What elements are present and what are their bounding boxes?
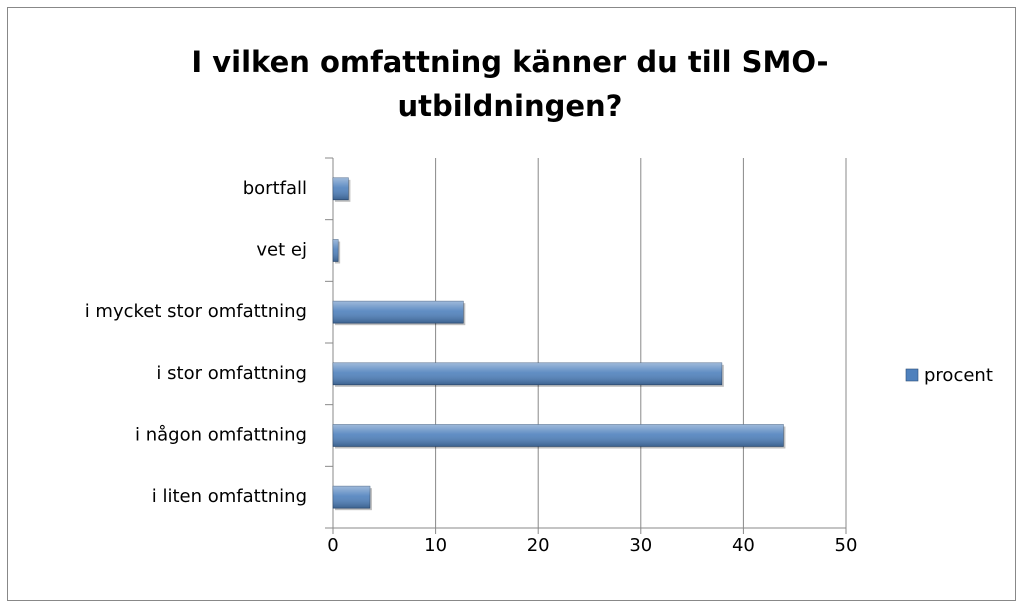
bar-sheen	[333, 362, 722, 385]
y-tick-label: bortfall	[243, 178, 307, 199]
x-tick-label: 50	[835, 535, 858, 556]
x-tick-label: 10	[424, 535, 447, 556]
x-tick-label: 20	[527, 535, 550, 556]
bar-sheen	[333, 486, 370, 509]
bar-sheen	[333, 177, 349, 200]
bar-sheen	[333, 424, 784, 447]
legend-swatch	[905, 368, 919, 382]
y-tick-label: i mycket stor omfattning	[85, 301, 307, 322]
y-tick-label: i någon omfattning	[135, 425, 307, 446]
x-tick-label: 30	[629, 535, 652, 556]
y-tick-label: vet ej	[256, 240, 307, 261]
x-tick-label: 0	[327, 535, 338, 556]
y-tick-label: i stor omfattning	[156, 363, 307, 384]
chart-title: I vilken omfattning känner du till SMO-u…	[191, 45, 829, 123]
bar-sheen	[333, 301, 464, 324]
legend-label: procent	[924, 365, 993, 386]
x-tick-label: 40	[732, 535, 755, 556]
chart-frame	[7, 7, 1016, 601]
y-tick-label: i liten omfattning	[152, 486, 307, 507]
bar-sheen	[333, 239, 339, 262]
